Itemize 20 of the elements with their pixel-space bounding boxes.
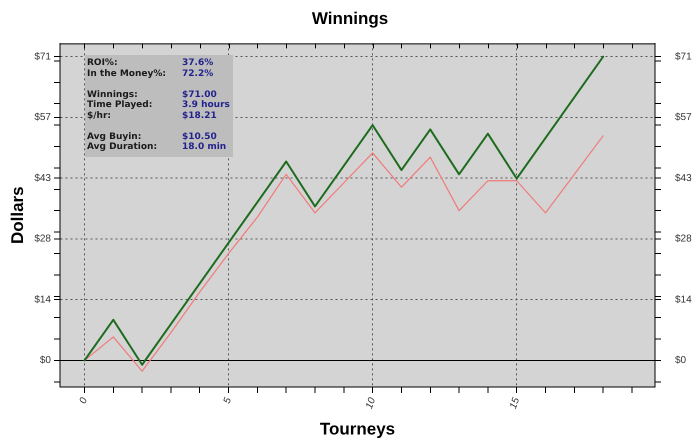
x-tick-label: 5 [222,396,234,406]
info-panel: ROI%: 37.6% In the Money%: 72.2% Winnings: $71.00 Time Played: 3.9 hours $/hr: $18.21 Avg Buyin: $10.50 Avg Duration: 18.0 min [85,55,233,157]
y-axis-title: Dollars [8,186,27,244]
x-axis-title: Tourneys [320,419,396,438]
y-tick-label: $0 [40,355,52,366]
y-tick-label: $28 [34,234,52,245]
y2-tick-label: $43 [675,172,692,184]
y-tick-label: $57 [34,112,52,124]
y2-tick-label: $28 [675,234,692,245]
x-tick-label: 15 [508,396,522,410]
y-tick-label: $43 [34,172,52,184]
y2-tick-label: $0 [675,355,687,366]
y-tick-label: $14 [34,294,52,306]
y2-tick-label: $14 [675,294,692,306]
y-tick-label: $71 [34,51,52,62]
x-tick-label: 0 [78,396,90,406]
y2-tick-label: $57 [675,112,692,124]
x-tick-label: 10 [364,396,378,410]
chart-title: Winnings [312,8,388,28]
y2-tick-label: $71 [675,51,692,62]
